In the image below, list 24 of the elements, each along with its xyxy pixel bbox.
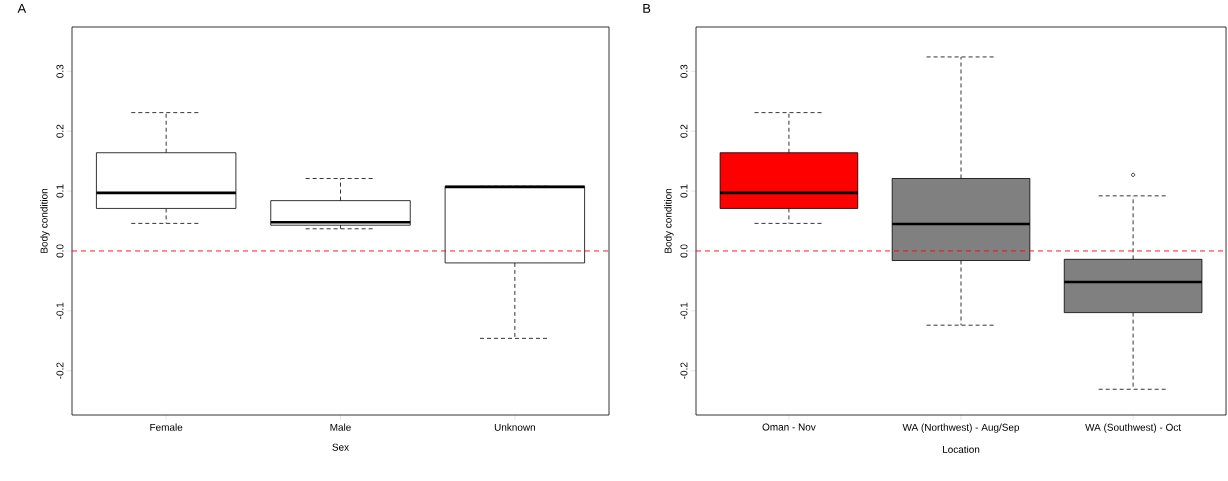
y-axis-title: Body condition xyxy=(40,188,50,253)
y-tick-label: 0.3 xyxy=(680,64,688,78)
y-tick-label: -0.1 xyxy=(56,302,64,319)
y-tick-label: 0.0 xyxy=(56,244,64,258)
x-tick-label: Unknown xyxy=(494,423,535,431)
chart-title: B xyxy=(643,3,651,13)
y-tick-label: -0.2 xyxy=(56,362,64,379)
x-tick-label: WA (Northwest) - Aug/Sep xyxy=(902,423,1020,433)
chart-title: A xyxy=(17,3,27,13)
y-tick-label: 0.2 xyxy=(680,124,688,138)
y-tick-label: 0.0 xyxy=(680,244,688,258)
y-tick-label: 0.1 xyxy=(56,184,64,198)
y-tick-label: 0.1 xyxy=(680,184,688,198)
x-axis-title: Location xyxy=(942,445,980,453)
x-tick-label: WA (Southwest) - Oct xyxy=(1085,423,1181,433)
x-tick-label: Female xyxy=(150,423,183,431)
x-tick-label: Male xyxy=(330,423,351,431)
y-tick-label: 0.2 xyxy=(56,124,64,138)
x-tick-label: Oman - Nov xyxy=(762,423,816,431)
y-tick-label: 0.3 xyxy=(56,64,64,78)
x-axis-title: Sex xyxy=(332,443,349,451)
y-axis-title: Body condition xyxy=(664,188,674,253)
y-tick-label: -0.1 xyxy=(680,302,688,319)
y-tick-label: -0.2 xyxy=(680,362,688,379)
